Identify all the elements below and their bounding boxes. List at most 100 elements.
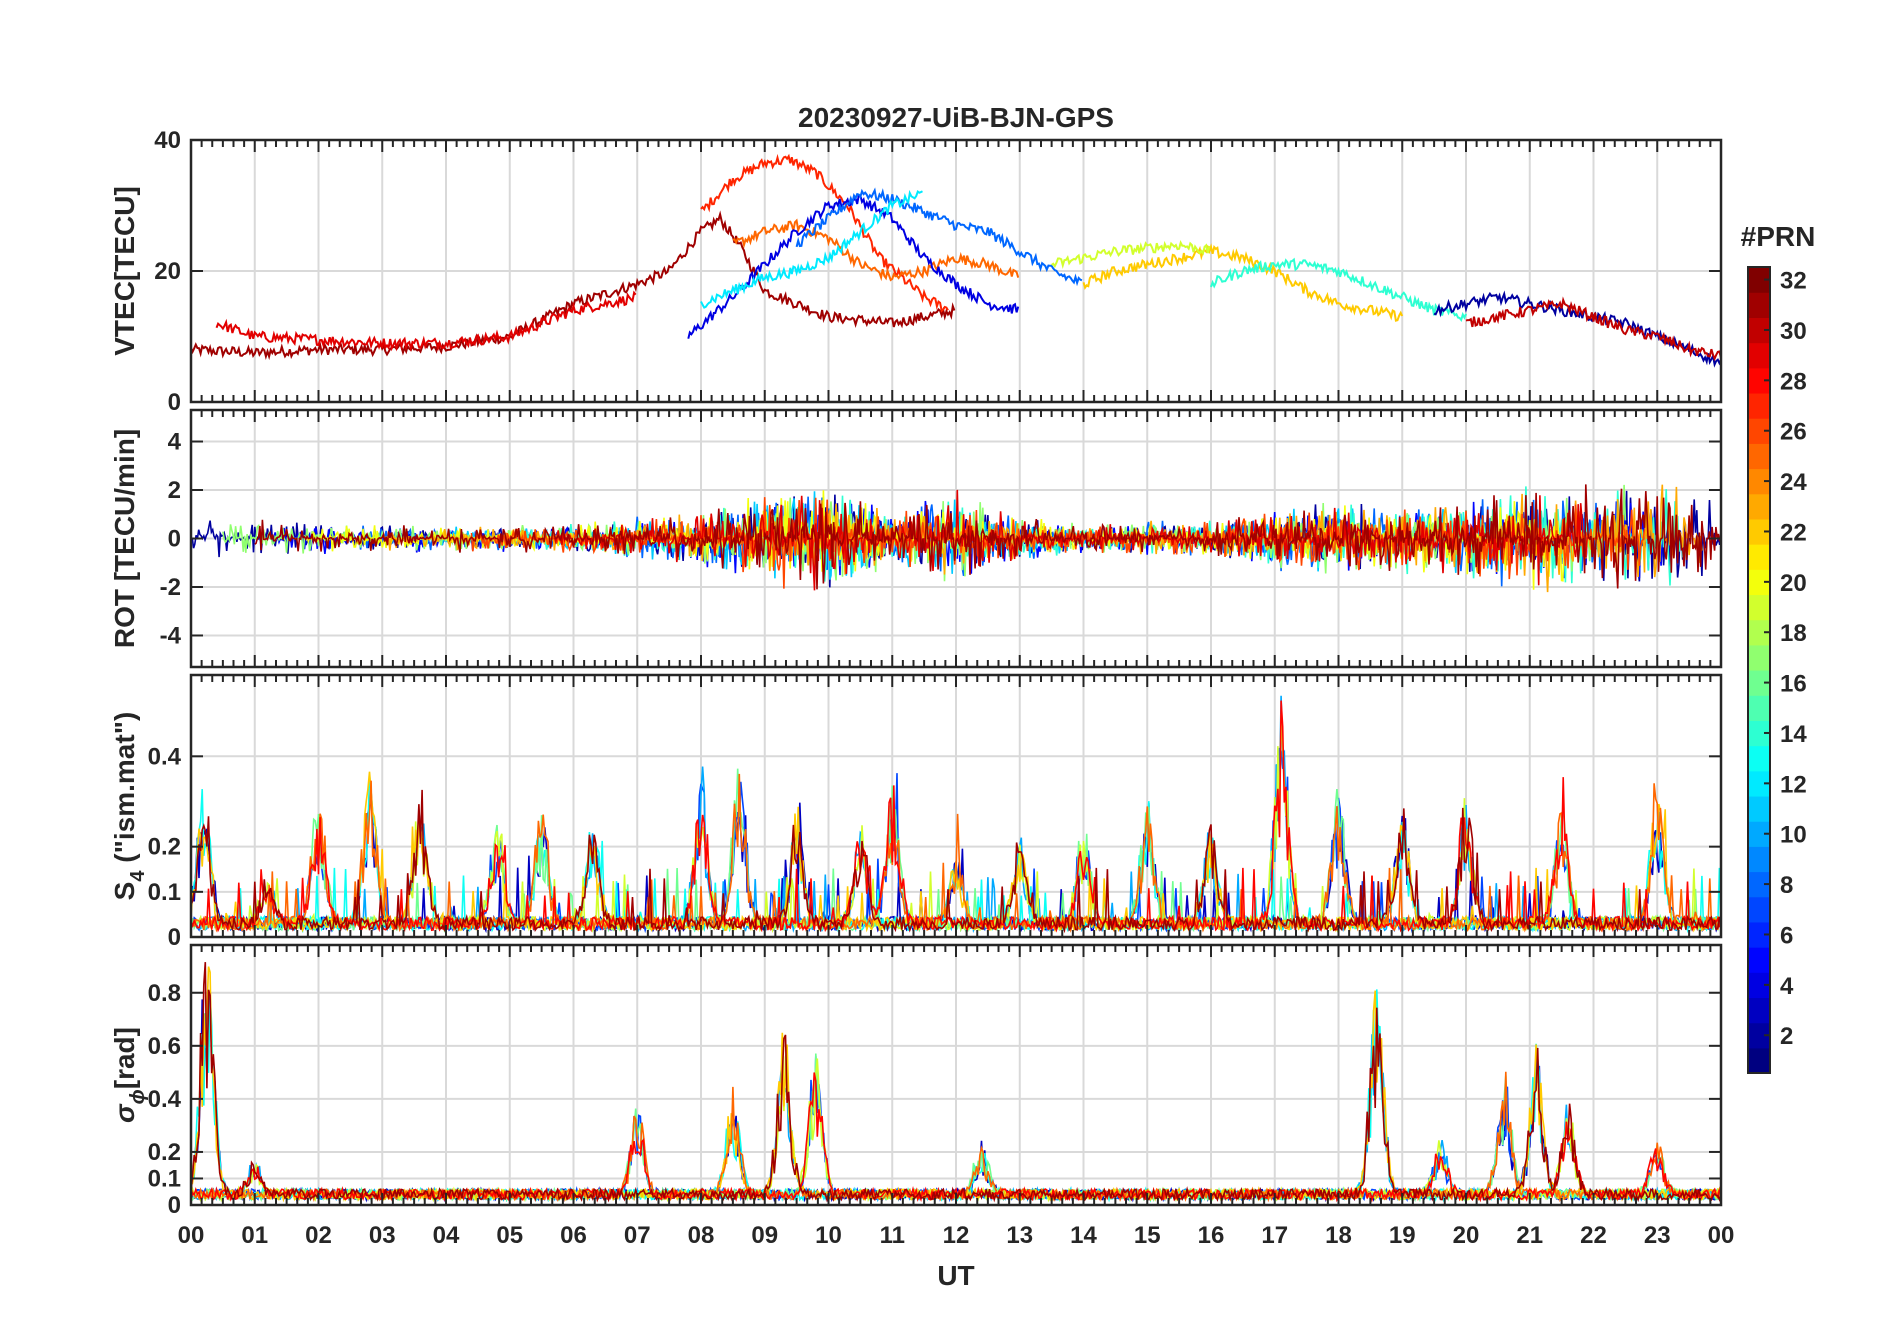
colorbar-swatch	[1748, 644, 1770, 671]
vtec-line	[1465, 296, 1721, 362]
series-group	[191, 153, 1721, 368]
colorbar-tick-label: 24	[1780, 469, 1807, 496]
x-tick-label: 12	[943, 1222, 970, 1249]
x-tick-label: 05	[496, 1222, 523, 1249]
colorbar-swatch	[1748, 1022, 1770, 1049]
vtec-line	[1433, 290, 1721, 368]
colorbar-tick-label: 20	[1780, 570, 1807, 597]
vtec-line	[700, 189, 923, 309]
colorbar-swatch	[1748, 896, 1770, 923]
x-tick-label: 06	[560, 1222, 587, 1249]
panel-1: 0 20 40 VTEC[TECU]	[109, 127, 1723, 416]
colorbar-swatch	[1748, 921, 1770, 948]
colorbar-tick-label: 22	[1780, 519, 1807, 546]
colorbar-swatch	[1748, 670, 1770, 696]
y-tick-label: 0	[168, 526, 181, 553]
y-tick-label: 0.1	[148, 879, 181, 906]
x-tick-label: 09	[751, 1222, 778, 1249]
y-tick-label: 0.8	[148, 980, 181, 1007]
colorbar-swatch	[1748, 972, 1770, 999]
y-tick-label: 0	[168, 924, 181, 951]
chart-title: 20230927-UiB-BJN-GPS	[798, 102, 1114, 133]
colorbar-tick-label: 28	[1780, 368, 1807, 395]
y-axis-label: VTEC[TECU]	[109, 186, 140, 356]
colorbar-swatch	[1748, 317, 1770, 344]
x-tick-label: 22	[1580, 1222, 1607, 1249]
y-tick-label: 4	[168, 429, 182, 456]
colorbar-swatch	[1748, 745, 1770, 772]
x-tick-label: 15	[1134, 1222, 1161, 1249]
colorbar-tick-label: 10	[1780, 822, 1807, 849]
colorbar-tick-label: 30	[1780, 318, 1807, 345]
x-tick-label: 18	[1325, 1222, 1352, 1249]
x-tick-label: 16	[1198, 1222, 1225, 1249]
x-tick-label: 00	[1708, 1222, 1735, 1249]
series-group	[191, 484, 1721, 593]
colorbar-swatch	[1748, 518, 1770, 545]
y-tick-label: 2	[168, 477, 181, 504]
colorbar-swatch	[1748, 569, 1770, 596]
colorbar-tick-label: 12	[1780, 771, 1807, 798]
colorbar-swatch	[1748, 695, 1770, 721]
x-tick-label: 07	[624, 1222, 651, 1249]
colorbar-swatch	[1748, 443, 1770, 470]
vtec-line	[1082, 243, 1404, 322]
x-tick-label: 14	[1070, 1222, 1097, 1249]
x-tick-label: 01	[241, 1222, 268, 1249]
y-tick-label: 0	[168, 389, 181, 416]
colorbar-tick-label: 8	[1780, 872, 1793, 899]
colorbar-tick-label: 14	[1780, 721, 1807, 748]
x-tick-label: 08	[688, 1222, 715, 1249]
vtec-line	[795, 187, 1083, 287]
panel-2: -4 -2 0 2 4 ROT [TECU/min]	[109, 408, 1723, 669]
panel-4: 00.10.2 0.4 0.6 0.8 σϕ[rad]	[109, 943, 1723, 1219]
vtec-line	[1051, 239, 1211, 269]
colorbar-swatch	[1748, 594, 1770, 621]
colorbar-tick-label: 18	[1780, 620, 1807, 647]
colorbar-swatch	[1748, 619, 1770, 646]
colorbar-swatch	[1748, 367, 1770, 394]
y-tick-label: 0.4	[148, 743, 182, 770]
x-tick-label: 23	[1644, 1222, 1671, 1249]
colorbar-swatch	[1748, 947, 1770, 973]
y-tick-label: 0.1	[148, 1165, 181, 1192]
x-tick-label: 19	[1389, 1222, 1416, 1249]
colorbar-swatch	[1748, 267, 1770, 293]
colorbar-tick-label: 4	[1780, 973, 1794, 1000]
y-axis-label: σϕ[rad]	[109, 1027, 149, 1123]
colorbar-swatch	[1748, 418, 1770, 444]
colorbar-swatch	[1748, 493, 1770, 520]
y-tick-label: 0.2	[148, 1139, 181, 1166]
colorbar-swatch	[1748, 1047, 1770, 1074]
colorbar-swatch	[1748, 292, 1770, 318]
y-tick-label: 40	[154, 127, 181, 154]
colorbar-tick-label: 2	[1780, 1023, 1793, 1050]
colorbar-tick-label: 6	[1780, 922, 1793, 949]
x-tick-label: 20	[1453, 1222, 1480, 1249]
colorbar-swatch	[1748, 821, 1770, 847]
x-tick-label: 11	[880, 1222, 905, 1249]
x-tick-label: 04	[433, 1222, 460, 1249]
colorbar-tick-label: 16	[1780, 671, 1807, 698]
x-tick-label: 21	[1516, 1222, 1543, 1249]
vtec-line	[700, 153, 949, 313]
y-tick-label: 20	[154, 258, 181, 285]
colorbar-label: #PRN	[1741, 221, 1816, 252]
y-tick-label: -4	[160, 622, 182, 649]
x-axis-label: UT	[937, 1260, 974, 1291]
colorbar-swatch	[1748, 342, 1770, 369]
colorbar-swatch	[1748, 720, 1770, 747]
colorbar-swatch	[1748, 871, 1770, 898]
vtec-line	[215, 290, 637, 352]
vtec-line	[191, 210, 956, 361]
vtec-line	[732, 218, 1020, 282]
colorbar-swatch	[1748, 392, 1770, 419]
vtec-line	[1210, 257, 1467, 322]
y-tick-label: -2	[160, 574, 181, 601]
colorbar-swatch	[1748, 997, 1770, 1024]
x-tick-label: 13	[1006, 1222, 1033, 1249]
y-tick-label: 0.2	[148, 834, 181, 861]
